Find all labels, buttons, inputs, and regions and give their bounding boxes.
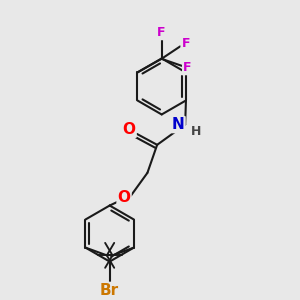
Text: O: O	[123, 122, 136, 137]
Text: F: F	[183, 61, 191, 74]
Text: N: N	[172, 117, 184, 132]
Text: F: F	[157, 26, 166, 39]
Text: Br: Br	[100, 283, 119, 298]
Text: H: H	[191, 125, 201, 138]
Text: F: F	[182, 37, 190, 50]
Text: O: O	[118, 190, 130, 205]
